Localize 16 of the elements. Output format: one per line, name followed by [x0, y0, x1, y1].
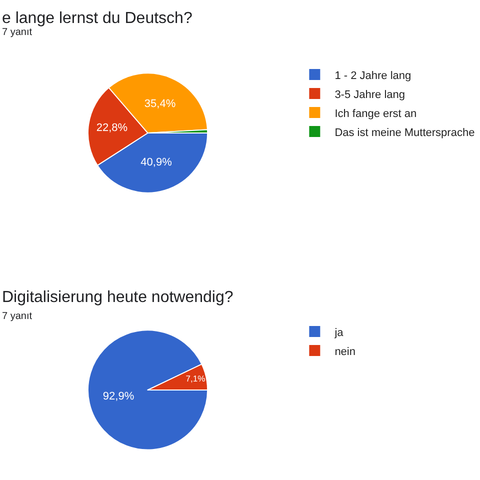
legend-label: Ich fange erst an — [334, 108, 417, 120]
data-label: 40,9% — [140, 156, 172, 168]
chart-subtitle: 7 yanıt — [2, 27, 32, 38]
pie-slice — [88, 330, 208, 450]
legend-label: 1 - 2 Jahre lang — [334, 70, 412, 82]
chart-title: Digitalisierung heute notwendig? — [2, 289, 234, 306]
legend-label: Das ist meine Muttersprache — [334, 126, 475, 139]
data-label: 35,4% — [144, 98, 176, 110]
data-label: 92,9% — [102, 390, 134, 403]
data-label: 22,8% — [96, 122, 128, 134]
chart-title: e lange lernst du Deutsch? — [2, 10, 192, 27]
legend-label: ja — [334, 326, 344, 339]
legend-label: 3-5 Jahre lang — [334, 88, 406, 101]
chart-subtitle: 7 yanıt — [2, 311, 32, 322]
legend-label: nein — [334, 346, 356, 358]
data-label: 7,1% — [186, 373, 206, 384]
